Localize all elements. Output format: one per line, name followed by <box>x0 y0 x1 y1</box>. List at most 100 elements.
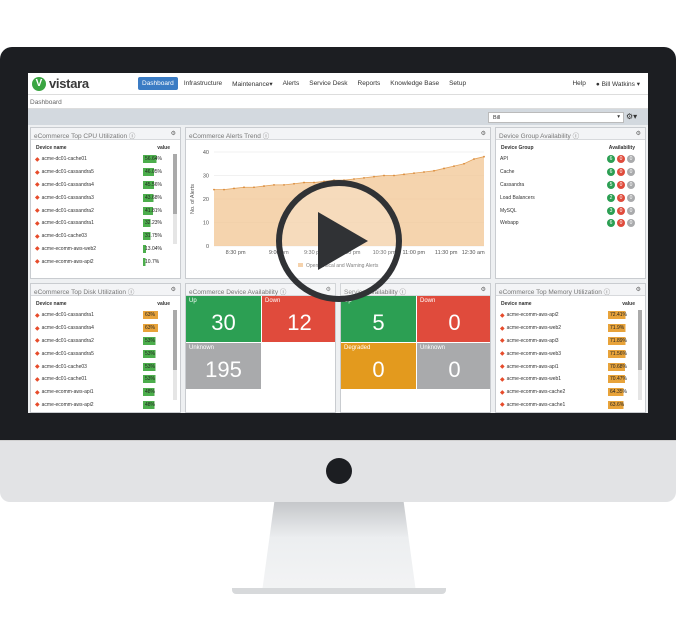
group-row[interactable]: Load Balancers 2 0 0 <box>496 191 645 204</box>
status-dot-up[interactable]: 5 <box>607 180 615 189</box>
table-row[interactable]: ◆ acme-ecomm-aws-web1 70.47% <box>496 373 645 386</box>
nav-infrastructure[interactable]: Infrastructure <box>183 80 223 87</box>
table-row[interactable]: ◆ acme-dc01-cassandra4 63% <box>31 322 180 335</box>
status-dot-down[interactable]: 0 <box>617 155 625 164</box>
gear-icon[interactable]: ⚙ <box>480 131 486 137</box>
play-video-button[interactable] <box>276 180 402 302</box>
group-row[interactable]: Cassandra 5 0 0 <box>496 179 645 192</box>
breadcrumb[interactable]: Dashboard <box>28 95 648 109</box>
nav-help[interactable]: Help <box>572 79 586 87</box>
status-dot-unk[interactable]: 0 <box>627 193 635 202</box>
device-icon: ◆ <box>35 156 40 163</box>
info-icon: ⓘ <box>399 289 407 296</box>
scrollbar[interactable] <box>638 310 642 400</box>
up-tile[interactable]: Up 5 <box>341 296 416 342</box>
up-tile[interactable]: Up 30 <box>186 296 261 342</box>
nav-maintenance[interactable]: Maintenance▾ <box>228 77 277 91</box>
user-menu[interactable]: ● Bill Watkins ▾ <box>596 80 640 88</box>
gear-icon[interactable]: ⚙ <box>480 287 486 293</box>
group-row[interactable]: MySQL 3 0 0 <box>496 204 645 217</box>
nav-reports[interactable]: Reports <box>357 80 381 87</box>
vistara-logo[interactable]: V vistara <box>32 76 138 91</box>
table-row[interactable]: ◆ acme-dc01-cassandra3 43.68% <box>31 191 180 204</box>
nav-dashboard[interactable]: Dashboard <box>138 77 178 90</box>
device-name: acme-dc01-cache03 <box>41 233 87 240</box>
status-dot-unk[interactable]: 0 <box>627 180 635 189</box>
status-dot-down[interactable]: 0 <box>617 206 625 215</box>
table-row[interactable]: ◆ acme-ecomm-aws-api2 72.41% <box>496 309 645 322</box>
group-name: Webapp <box>500 220 519 227</box>
status-dot-unk[interactable]: 0 <box>627 155 635 164</box>
settings-gear-icon[interactable]: ⚙▾ <box>626 112 638 121</box>
down-tile[interactable]: Down 0 <box>417 296 490 342</box>
table-row[interactable]: ◆ acme-dc01-cassandra2 53% <box>31 335 180 348</box>
gear-icon[interactable]: ⚙ <box>170 131 176 137</box>
table-row[interactable]: ◆ acme-ecomm-aws-api1 48% <box>31 386 180 399</box>
widget-cpu-utilization: eCommerce Top CPU Utilization ⓘ ⚙ Device … <box>30 127 181 279</box>
table-row[interactable]: ◆ acme-ecomm-aws-cache1 63.6% <box>496 399 645 412</box>
table-row[interactable]: ◆ acme-ecomm-aws-cache2 64.35% <box>496 386 645 399</box>
col-value: value <box>157 145 170 151</box>
status-dot-up[interactable]: 6 <box>607 168 615 177</box>
nav-knowledge-base[interactable]: Knowledge Base <box>390 80 440 87</box>
table-row[interactable]: ◆ acme-ecomm-aws-web2 71.9% <box>496 322 645 335</box>
nav-setup[interactable]: Setup <box>449 80 467 87</box>
nav-alerts[interactable]: Alerts <box>282 80 300 87</box>
status-dot-unk[interactable]: 0 <box>627 206 635 215</box>
x-tick-label: 11:00 pm <box>403 250 426 256</box>
table-row[interactable]: ◆ acme-ecomm-aws-api2 10.7% <box>31 255 180 268</box>
down-tile[interactable]: Down 12 <box>262 296 335 342</box>
table-row[interactable]: ◆ acme-ecomm-aws-api3 71.89% <box>496 335 645 348</box>
group-row[interactable]: Webapp 6 0 0 <box>496 217 645 230</box>
status-dot-down[interactable]: 0 <box>617 180 625 189</box>
table-row[interactable]: ◆ acme-dc01-cache01 53% <box>31 373 180 386</box>
data-point <box>273 184 275 186</box>
table-row[interactable]: ◆ acme-dc01-cache01 56.64% <box>31 153 180 166</box>
widget-title-text: eCommerce Alerts Trend <box>189 133 261 140</box>
unknown-tile[interactable]: Unknown 0 <box>417 343 490 389</box>
group-row[interactable]: Cache 6 0 0 <box>496 166 645 179</box>
disk-rows: ◆ acme-dc01-cassandra1 63% ◆ acme-dc01-cassa… <box>31 309 180 411</box>
table-row[interactable]: ◆ acme-dc01-cache03 31.75% <box>31 230 180 243</box>
table-row[interactable]: ◆ acme-dc01-cassandra1 63% <box>31 309 180 322</box>
data-point <box>213 188 215 191</box>
dashboard-select[interactable]: Bill ▾ <box>488 112 624 123</box>
widget-device-availability: eCommerce Device Availability ⓘ ⚙ Up 30 Do… <box>185 283 336 413</box>
value-bar: 56.64% <box>143 155 167 164</box>
table-row[interactable]: ◆ acme-dc01-cassandra2 41.81% <box>31 204 180 217</box>
table-row[interactable]: ◆ acme-ecomm-aws-web2 13.04% <box>31 243 180 256</box>
table-row[interactable]: ◆ acme-dc01-cassandra5 53% <box>31 347 180 360</box>
table-row[interactable]: ◆ acme-dc01-cache03 53% <box>31 360 180 373</box>
device-name: acme-ecomm-aws-cache2 <box>506 389 566 396</box>
status-dot-up[interactable]: 6 <box>607 155 615 164</box>
table-row[interactable]: ◆ acme-dc01-cassandra4 45.56% <box>31 179 180 192</box>
table-row[interactable]: ◆ acme-dc01-cassandra1 32.23% <box>31 217 180 230</box>
scrollbar[interactable] <box>173 154 177 244</box>
gear-icon[interactable]: ⚙ <box>635 287 641 293</box>
gear-icon[interactable]: ⚙ <box>170 287 176 293</box>
y-tick-label: 10 <box>203 221 209 227</box>
status-dot-up[interactable]: 2 <box>607 193 615 202</box>
unknown-tile[interactable]: Unknown 195 <box>186 343 261 389</box>
status-dot-unk[interactable]: 0 <box>627 219 635 228</box>
degraded-tile[interactable]: Degraded 0 <box>341 343 416 389</box>
status-dot-down[interactable]: 0 <box>617 168 625 177</box>
gear-icon[interactable]: ⚙ <box>635 131 641 137</box>
table-row[interactable]: ◆ acme-ecomm-aws-api2 48% <box>31 399 180 412</box>
table-row[interactable]: ◆ acme-dc01-cassandra5 46.05% <box>31 166 180 179</box>
table-header: Device name value <box>496 296 645 309</box>
status-dot-up[interactable]: 6 <box>607 219 615 228</box>
scrollbar[interactable] <box>173 310 177 400</box>
status-dot-unk[interactable]: 0 <box>627 168 635 177</box>
table-row[interactable]: ◆ acme-ecomm-aws-web3 71.56% <box>496 347 645 360</box>
nav-right: Help ● Bill Watkins ▾ <box>572 80 644 88</box>
status-dot-up[interactable]: 3 <box>607 206 615 215</box>
status-dot-down[interactable]: 0 <box>617 219 625 228</box>
device-icon: ◆ <box>35 402 40 409</box>
nav-service-desk[interactable]: Service Desk <box>309 80 348 87</box>
device-icon: ◆ <box>35 351 40 358</box>
table-row[interactable]: ◆ acme-ecomm-aws-api1 70.68% <box>496 360 645 373</box>
group-row[interactable]: API 6 0 0 <box>496 153 645 166</box>
status-dot-down[interactable]: 0 <box>617 193 625 202</box>
